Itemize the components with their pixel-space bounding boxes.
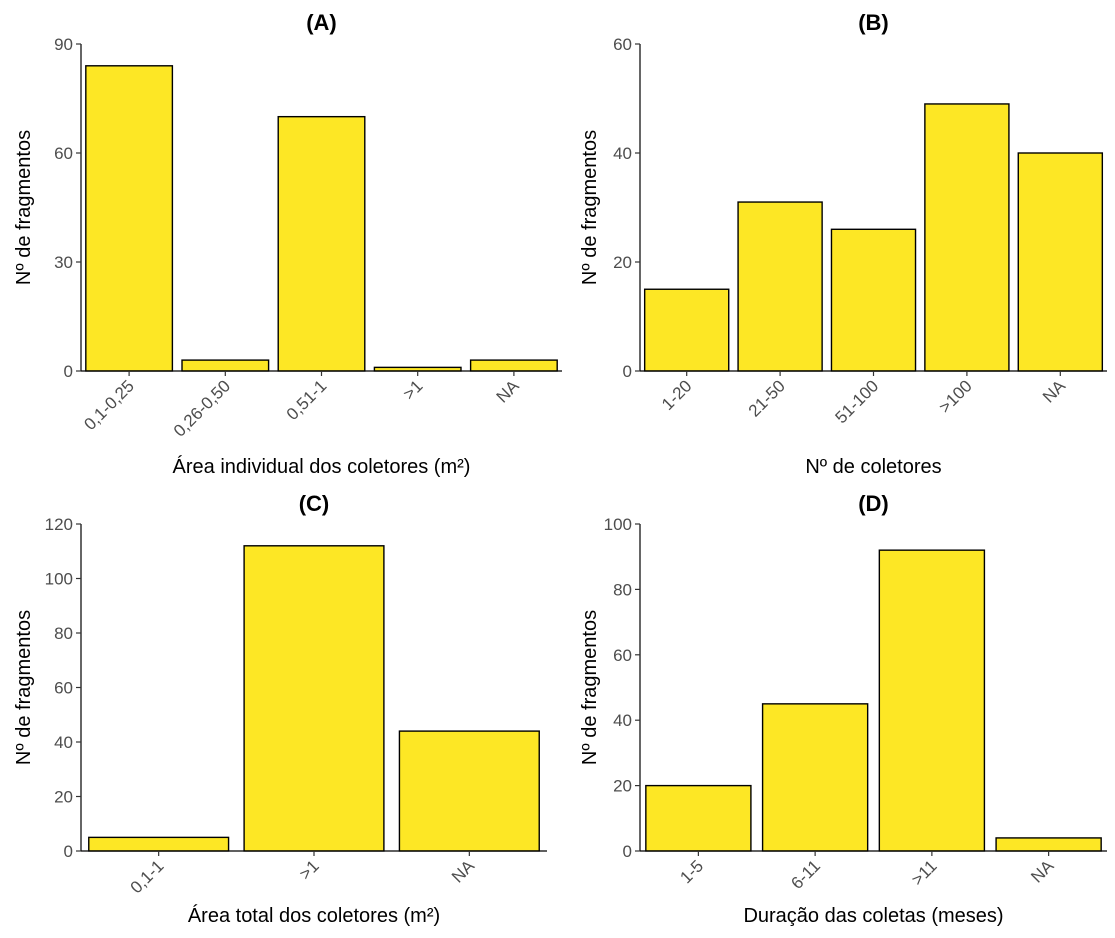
bar-2 xyxy=(243,545,385,852)
y-tick-label: 60 xyxy=(613,646,632,665)
y-axis-title: Nº de fragmentos xyxy=(13,610,35,765)
y-axis-title: Nº de fragmentos xyxy=(579,130,601,285)
x-tick-label: NA xyxy=(1039,376,1070,407)
y-tick-label: 60 xyxy=(613,35,632,54)
x-axis-title: Área total dos coletores (m²) xyxy=(188,904,440,927)
panel-title: (D) xyxy=(858,491,889,516)
bar-1 xyxy=(85,65,174,372)
y-tick-label: 20 xyxy=(613,253,632,272)
y-tick-label: 0 xyxy=(623,842,632,861)
bar-1 xyxy=(88,836,230,852)
panel-title: (B) xyxy=(858,10,889,35)
panel-title: (C) xyxy=(299,491,330,516)
y-axis-title: Nº de fragmentos xyxy=(13,130,35,285)
bar-3 xyxy=(398,730,540,852)
y-tick-label: 30 xyxy=(54,253,73,272)
chart-panel-b: (B) 0 20 40 60 1-20 21-50 51-100 >100 NA Nº de col… xyxy=(579,10,1107,478)
x-axis-title: Duração das coletas (meses) xyxy=(743,905,1003,927)
y-tick-label: 40 xyxy=(54,733,73,752)
bar-1 xyxy=(645,784,752,852)
x-tick-label: 0,26-0,50 xyxy=(170,376,234,440)
x-tick-label: NA xyxy=(493,376,524,407)
x-tick-label: 21-50 xyxy=(745,376,789,420)
y-tick-label: 40 xyxy=(613,144,632,163)
bar-3 xyxy=(277,115,366,372)
x-axis-title: Nº de coletores xyxy=(805,456,941,478)
bar-2 xyxy=(761,703,869,852)
y-tick-label: 0 xyxy=(64,362,73,381)
bar-2 xyxy=(737,201,823,372)
bar-5 xyxy=(1017,152,1104,372)
y-tick-label: 100 xyxy=(604,515,632,534)
y-tick-label: 100 xyxy=(45,570,73,589)
x-tick-label: >1 xyxy=(399,376,426,403)
y-tick-label: 20 xyxy=(54,788,73,807)
x-tick-label: 0,1-0,25 xyxy=(80,376,138,434)
x-tick-label: >1 xyxy=(296,856,323,883)
y-tick-label: 80 xyxy=(54,624,73,643)
x-tick-label: 0,51-1 xyxy=(283,376,331,424)
x-tick-label: 51-100 xyxy=(831,376,882,427)
x-tick-label: 0,1-1 xyxy=(127,856,168,897)
x-tick-label: NA xyxy=(448,856,479,887)
bar-3 xyxy=(830,228,917,372)
y-tick-label: 0 xyxy=(64,842,73,861)
bar-2 xyxy=(181,359,270,372)
y-tick-label: 120 xyxy=(45,515,73,534)
x-tick-label: 6-11 xyxy=(787,856,824,893)
bar-3 xyxy=(878,549,986,852)
y-tick-label: 80 xyxy=(613,580,632,599)
x-tick-label: 1-20 xyxy=(658,376,695,413)
y-tick-label: 20 xyxy=(613,777,632,796)
y-tick-label: 90 xyxy=(54,35,73,54)
x-tick-label: >100 xyxy=(935,376,976,417)
bar-1 xyxy=(643,288,730,372)
chart-panel-d: (D) 0 20 40 60 80 100 1-5 6-11 >11 NA Duração das c… xyxy=(579,491,1107,927)
x-tick-label: NA xyxy=(1027,856,1058,887)
y-tick-label: 40 xyxy=(613,711,632,730)
panel-title: (A) xyxy=(306,10,337,35)
y-tick-label: 60 xyxy=(54,144,73,163)
chart-panel-c: (C) 0 20 40 60 80 100 120 0,1-1 >1 NA Área total do… xyxy=(13,491,547,927)
y-axis-title: Nº de fragmentos xyxy=(579,610,601,765)
bar-4 xyxy=(995,837,1102,852)
chart-panel-a: (A) 0 30 60 90 0,1-0,25 0,26-0,50 0,51-1 >1 NA Áre… xyxy=(13,10,562,478)
bar-5 xyxy=(469,359,558,372)
y-tick-label: 0 xyxy=(623,362,632,381)
x-axis-title: Área individual dos coletores (m²) xyxy=(173,455,471,478)
bar-4 xyxy=(924,103,1010,372)
x-tick-label: >11 xyxy=(908,856,941,889)
x-tick-label: 1-5 xyxy=(676,856,707,887)
y-tick-label: 60 xyxy=(54,679,73,698)
